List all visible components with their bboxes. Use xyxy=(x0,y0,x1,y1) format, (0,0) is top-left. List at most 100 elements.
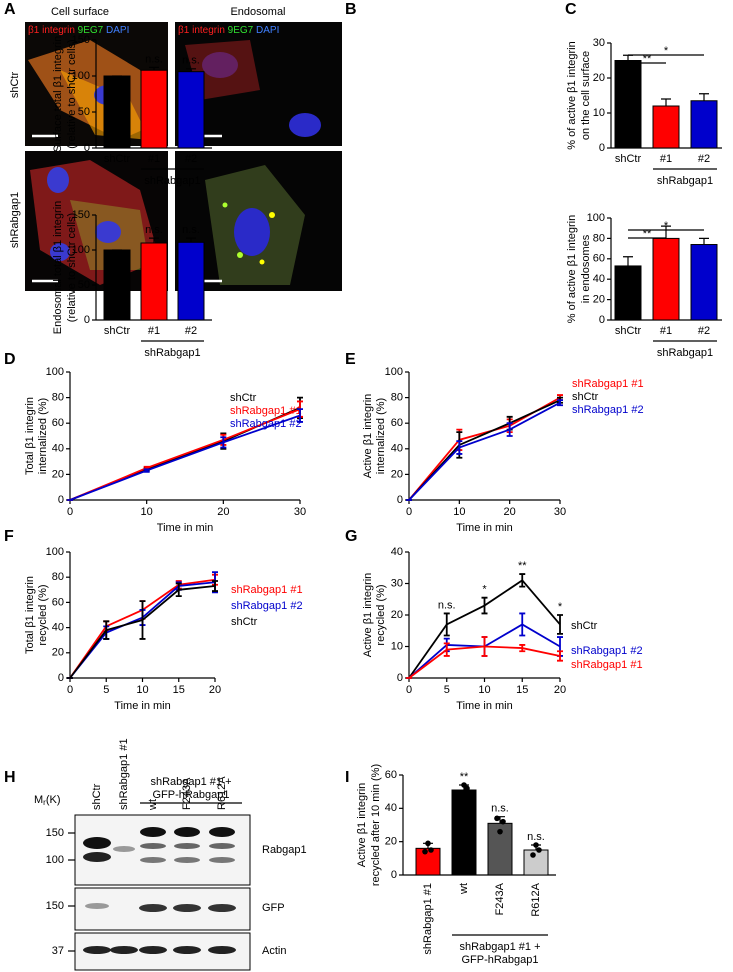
legend-label: shRabgap1 #2 xyxy=(231,600,303,612)
bar xyxy=(690,244,718,321)
endosome xyxy=(259,259,265,265)
x-tick-label: shCtr xyxy=(104,325,131,337)
data-point xyxy=(494,815,500,822)
group-label: shRabgap1 xyxy=(657,347,713,359)
panel-letter: D xyxy=(4,351,16,368)
endosome xyxy=(237,252,243,258)
annotation: ** xyxy=(460,771,469,783)
x-tick-label: #2 xyxy=(698,325,710,337)
y-tick-label: 60 xyxy=(593,253,605,265)
x-tick-label: 0 xyxy=(406,684,412,696)
legend-label: shCtr xyxy=(572,391,599,403)
x-axis-label: Time in min xyxy=(157,522,213,534)
x-tick-label: shCtr xyxy=(615,325,642,337)
y-tick-label: 40 xyxy=(52,622,64,634)
band xyxy=(173,946,201,954)
error-bar xyxy=(297,408,303,423)
rescue-label: shRabgap1 #1 + xyxy=(150,776,231,788)
data-point xyxy=(533,842,539,848)
x-tick-label: 5 xyxy=(444,684,450,696)
data-point xyxy=(428,847,434,853)
y-tick-label: 10 xyxy=(593,107,605,119)
series-line xyxy=(408,401,561,501)
lane-label: shRabgap1 #1 xyxy=(118,738,130,810)
x-tick-label: #2 xyxy=(185,325,197,337)
significance-label: * xyxy=(664,220,669,232)
x-tick-label: #1 xyxy=(148,153,160,165)
group-label: shRabgap1 xyxy=(657,175,713,187)
band xyxy=(113,846,135,852)
bar xyxy=(103,75,131,149)
band xyxy=(140,827,166,837)
y-tick-label: 0 xyxy=(84,314,90,326)
data-point xyxy=(458,792,464,798)
lane-label: F243A xyxy=(181,777,193,810)
annotation: * xyxy=(482,584,487,596)
bar xyxy=(614,60,642,149)
band xyxy=(174,827,200,837)
western-blot xyxy=(68,802,251,971)
y-tick-label: 150 xyxy=(72,34,90,46)
y-tick-label: 20 xyxy=(593,294,605,306)
panel-letter: G xyxy=(345,528,357,545)
band xyxy=(83,837,111,849)
legend-label: shRabgap1 #1 xyxy=(230,405,302,417)
y-tick-label: 20 xyxy=(391,468,403,480)
y-axis-label: in endosomes xyxy=(580,234,592,303)
x-tick-label: F243A xyxy=(494,882,506,915)
error-bar xyxy=(506,422,513,437)
y-tick-label: 100 xyxy=(587,212,605,224)
band xyxy=(174,843,200,849)
marker-label: 100 xyxy=(46,854,64,866)
annotation: * xyxy=(558,601,563,613)
marker-label: 150 xyxy=(46,900,64,912)
bar xyxy=(614,265,642,321)
data-point xyxy=(497,828,503,835)
legend-label: shCtr xyxy=(230,392,257,404)
x-tick-label: 10 xyxy=(141,506,153,518)
annotation: n.s. xyxy=(438,599,456,611)
x-tick-label: 5 xyxy=(103,684,109,696)
group-label: GFP-hRabgap1 xyxy=(461,954,538,966)
x-tick-label: 30 xyxy=(554,506,566,518)
stain: DAPI xyxy=(256,25,279,36)
y-axis-label: (relative to shCtr cells) xyxy=(66,213,78,322)
y-axis-label: Total β1 integrin xyxy=(24,576,36,654)
stain-label: β1 integrin 9EG7 DAPI xyxy=(28,25,129,36)
data-point xyxy=(530,852,536,858)
y-tick-label: 0 xyxy=(58,494,64,506)
error-bar xyxy=(443,642,450,657)
band xyxy=(209,857,235,863)
bar xyxy=(177,71,205,149)
y-axis-label: recycled after 10 min (%) xyxy=(370,764,382,886)
lane-label: wt xyxy=(147,799,159,811)
data-point xyxy=(500,818,506,825)
x-tick-label: 0 xyxy=(406,506,412,518)
y-tick-label: 40 xyxy=(391,546,403,558)
mw-sub: r xyxy=(43,798,46,807)
x-axis-label: Time in min xyxy=(114,700,170,712)
y-axis-label: recycled (%) xyxy=(375,584,387,645)
y-axis-label: % of active β1 integrin xyxy=(566,215,578,323)
x-tick-label: 10 xyxy=(136,684,148,696)
error-bar xyxy=(623,256,633,266)
y-axis-label: Active β1 integrin xyxy=(362,573,374,658)
y-tick-label: 100 xyxy=(385,366,403,378)
error-bar xyxy=(481,636,488,657)
data-point xyxy=(425,840,431,847)
y-tick-label: 40 xyxy=(385,802,397,814)
panel-letter: I xyxy=(345,769,349,786)
panel-letter: C xyxy=(565,1,577,18)
error-bar xyxy=(557,399,563,407)
row-label: shCtr xyxy=(9,72,21,99)
x-tick-label: #1 xyxy=(148,325,160,337)
error-bar xyxy=(661,98,671,106)
annotation: n.s. xyxy=(145,224,163,236)
error-bar xyxy=(212,580,218,592)
x-axis-label: Time in min xyxy=(456,700,512,712)
bar xyxy=(103,249,131,321)
y-tick-label: 60 xyxy=(391,417,403,429)
x-tick-label: shCtr xyxy=(104,153,131,165)
y-tick-label: 20 xyxy=(385,836,397,848)
